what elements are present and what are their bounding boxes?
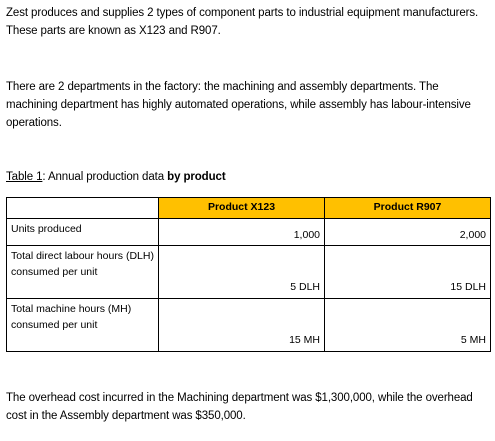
table-row: Total direct labour hours (DLH) consumed… — [6, 245, 491, 299]
table-header-product-r907: Product R907 — [324, 197, 491, 219]
table-caption: Table 1: Annual production data by produ… — [6, 168, 490, 186]
table-caption-text: : Annual production data — [42, 171, 168, 183]
departments-paragraph: There are 2 departments in the factory: … — [6, 81, 471, 129]
cell-mh-x123: 15 MH — [158, 298, 325, 352]
table-header-empty — [6, 197, 159, 219]
row-label-direct-labour-hours: Total direct labour hours (DLH) consumed… — [6, 245, 159, 299]
cell-mh-r907: 5 MH — [324, 298, 491, 352]
cell-units-r907: 2,000 — [324, 218, 491, 246]
cell-dlh-x123: 5 DLH — [158, 245, 325, 299]
table-header-row: Product X123 Product R907 — [6, 197, 491, 219]
cell-units-x123: 1,000 — [158, 218, 325, 246]
table-header-product-x123: Product X123 — [158, 197, 325, 219]
table-caption-bold: by product — [167, 171, 226, 183]
cell-dlh-r907: 15 DLH — [324, 245, 491, 299]
overhead-paragraph: The overhead cost incurred in the Machin… — [6, 392, 473, 422]
production-data-table: Product X123 Product R907 Units produced… — [6, 197, 491, 352]
table-row: Units produced 1,000 2,000 — [6, 218, 491, 246]
row-label-units-produced: Units produced — [6, 218, 159, 246]
table-row: Total machine hours (MH) consumed per un… — [6, 298, 491, 352]
intro-paragraph: Zest produces and supplies 2 types of co… — [6, 7, 479, 37]
row-label-machine-hours: Total machine hours (MH) consumed per un… — [6, 298, 159, 352]
table-caption-label: Table 1 — [6, 171, 43, 183]
